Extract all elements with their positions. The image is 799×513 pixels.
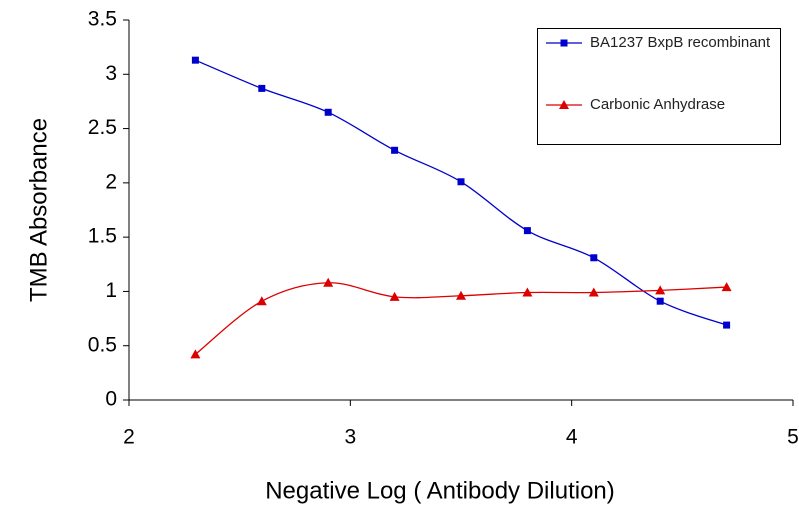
marker (523, 227, 531, 235)
marker (721, 282, 732, 292)
marker (323, 277, 334, 287)
y-tick-label: 0 (105, 388, 117, 411)
marker (656, 297, 664, 305)
marker (456, 290, 466, 300)
marker (256, 296, 267, 306)
marker (258, 84, 266, 92)
y-tick-label: 3.5 (88, 8, 117, 31)
legend-key (546, 39, 582, 47)
y-tick-label: 2 (105, 170, 117, 193)
x-tick-label: 5 (787, 426, 799, 449)
marker (389, 291, 400, 301)
marker (590, 254, 598, 262)
marker (559, 100, 569, 109)
legend-item: Carbonic Anhydrase (538, 95, 776, 115)
marker (723, 321, 731, 329)
legend: BA1237 BxpB recombinant Carbonic Anhydras… (537, 28, 781, 145)
legend-key (546, 100, 582, 109)
y-tick-label: 3 (105, 62, 117, 85)
y-tick-label: 2.5 (88, 116, 117, 139)
x-axis-label: Negative Log ( Antibody Dilution) (265, 477, 615, 504)
marker (457, 178, 465, 186)
y-tick-label: 1.5 (88, 225, 117, 248)
marker (191, 56, 199, 64)
y-tick-label: 0.5 (88, 333, 117, 356)
y-axis-label: TMB Absorbance (25, 118, 52, 302)
marker (560, 39, 568, 47)
marker (324, 108, 332, 116)
legend-label: Carbonic Anhydrase (590, 96, 726, 113)
marker (655, 285, 666, 295)
x-tick-label: 2 (123, 426, 135, 449)
legend-label: BA1237 BxpB recombinant (590, 34, 771, 51)
legend-item: BA1237 BxpB recombinant (538, 33, 776, 53)
marker (190, 349, 201, 359)
x-tick-label: 3 (344, 426, 356, 449)
y-tick-label: 1 (105, 279, 117, 302)
marker (588, 287, 599, 297)
marker (391, 146, 399, 154)
marker (522, 287, 533, 297)
x-tick-label: 4 (566, 426, 578, 449)
